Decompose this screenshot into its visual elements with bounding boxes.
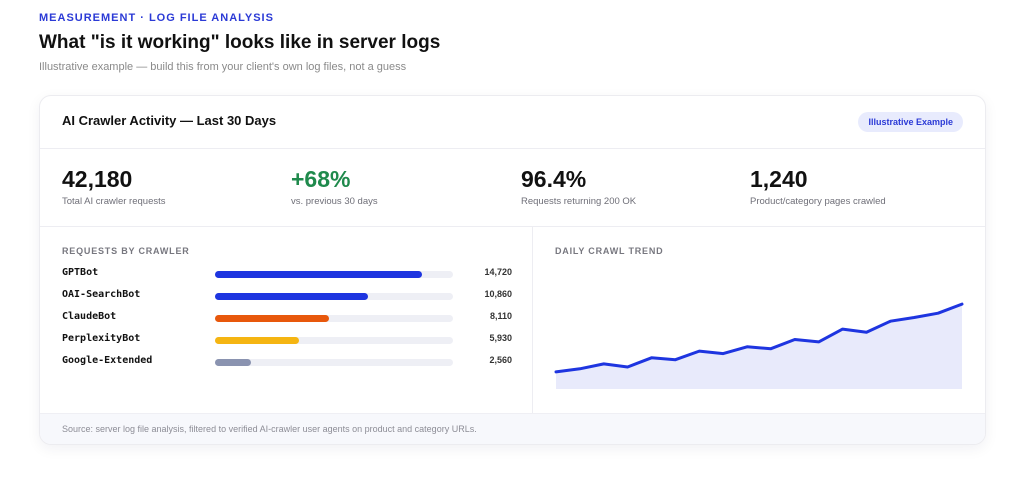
bar-track [215,271,453,278]
trend-chart [554,302,964,389]
bar-track [215,315,453,322]
bar-track [215,293,453,300]
crawler-value: 2,560 [489,355,512,365]
crawler-bar [215,293,368,300]
bar-track [215,359,453,366]
crawler-name: Google-Extended [62,355,153,366]
crawler-bar [215,315,330,322]
requests-by-crawler-panel: REQUESTS BY CRAWLER GPTBot 14,720 OAI-Se… [40,227,533,413]
crawler-name: ClaudeBot [62,311,117,322]
stat-pages-crawled: 1,240 Product/category pages crawled [750,165,886,207]
crawler-value: 5,930 [489,333,512,343]
stat-value: 96.4% [521,166,587,192]
crawler-name: GPTBot [62,267,99,278]
section-eyebrow: MEASUREMENT · LOG FILE ANALYSIS [39,12,274,24]
crawler-row-gptbot: GPTBot 14,720 [62,267,512,281]
stat-growth: +68% vs. previous 30 days [291,165,378,207]
trend-line [554,302,964,374]
crawler-row-oai-searchbot: OAI-SearchBot 10,860 [62,289,512,303]
crawler-value: 10,860 [484,289,512,299]
crawler-bar [215,271,423,278]
crawler-name: PerplexityBot [62,333,141,344]
illustrative-badge: Illustrative Example [858,112,963,132]
crawler-row-claudebot: ClaudeBot 8,110 [62,311,512,325]
source-note: Source: server log file analysis, filter… [62,424,477,434]
stat-value: 1,240 [750,166,808,192]
bar-track [215,337,453,344]
card-title: AI Crawler Activity — Last 30 Days [62,113,277,128]
stat-value: +68% [291,166,351,192]
daily-crawl-trend-heading: DAILY CRAWL TREND [555,246,664,256]
crawler-value: 14,720 [484,267,512,277]
stat-value: 42,180 [62,166,133,192]
crawler-activity-card: AI Crawler Activity — Last 30 Days Illus… [39,95,986,445]
crawler-value: 8,110 [489,311,512,321]
crawler-name: OAI-SearchBot [62,289,141,300]
requests-by-crawler-heading: REQUESTS BY CRAWLER [62,246,190,256]
stats-row: 42,180 Total AI crawler requests +68% vs… [40,148,985,227]
daily-crawl-trend-panel: DAILY CRAWL TREND [533,227,985,413]
card-header: AI Crawler Activity — Last 30 Days Illus… [40,96,985,149]
page-title: What "is it working" looks like in serve… [39,32,441,53]
stat-label: vs. previous 30 days [291,196,378,207]
stat-total-requests: 42,180 Total AI crawler requests [62,165,166,207]
crawler-bar [215,359,252,366]
stat-label: Total AI crawler requests [62,196,166,207]
trend-area [556,304,962,389]
page-subtitle: Illustrative example — build this from y… [39,61,407,73]
crawler-bar [215,337,299,344]
stat-success-rate: 96.4% Requests returning 200 OK [521,165,636,207]
crawler-row-google-extended: Google-Extended 2,560 [62,355,512,369]
card-footer: Source: server log file analysis, filter… [40,413,985,444]
stat-label: Product/category pages crawled [750,196,886,207]
stat-label: Requests returning 200 OK [521,196,637,207]
crawler-row-perplexitybot: PerplexityBot 5,930 [62,333,512,347]
